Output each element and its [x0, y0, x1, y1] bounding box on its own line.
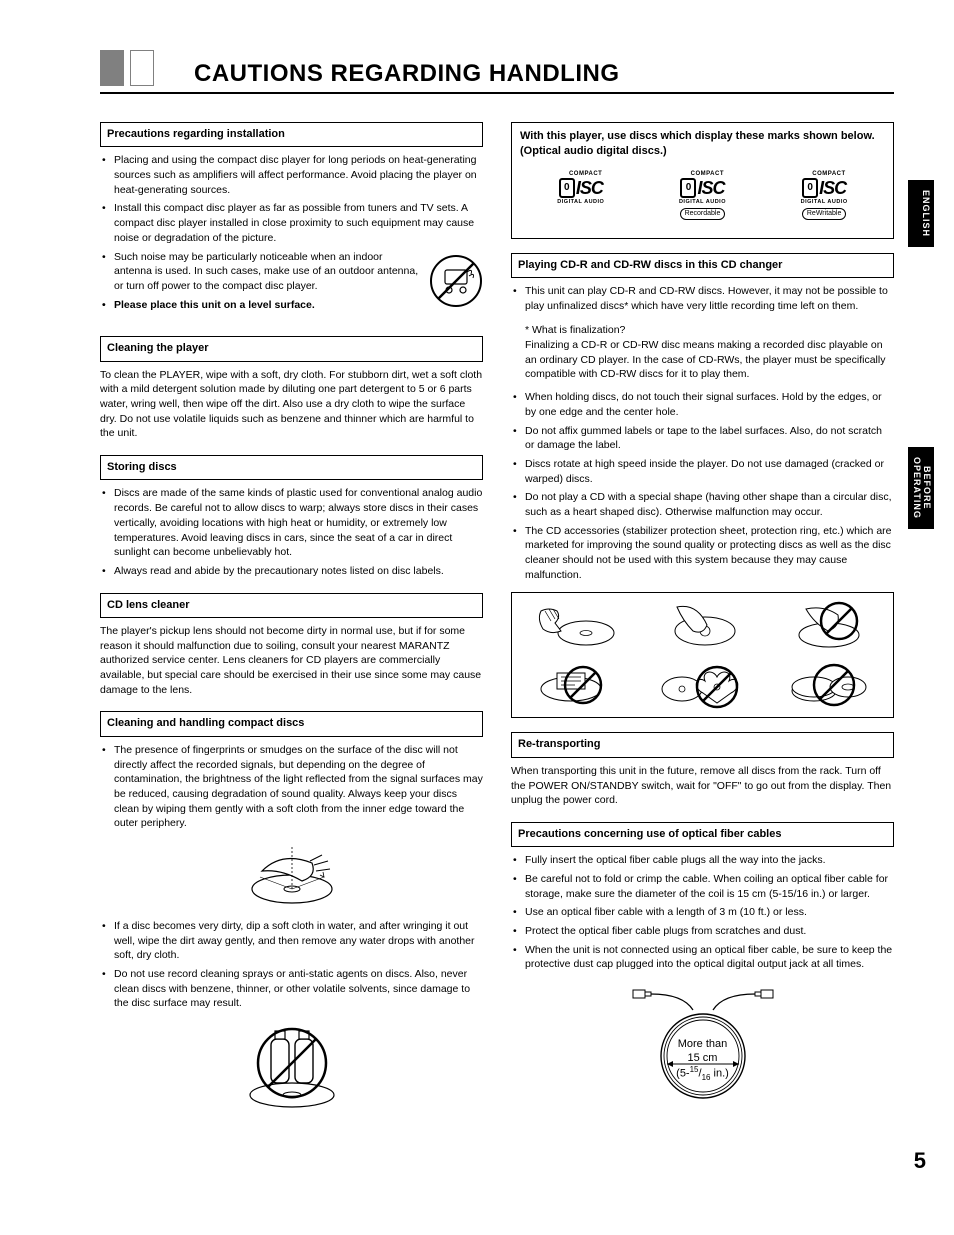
list-item: Do not play a CD with a special shape (h…: [511, 490, 894, 519]
hold-center-icon: [657, 601, 747, 651]
list-text: Such noise may be particularly noticeabl…: [114, 251, 418, 292]
section-head: Cleaning the player: [100, 336, 483, 361]
list: Fully insert the optical fiber cable plu…: [511, 853, 894, 972]
note-body: Finalizing a CD-R or CD-RW disc means ma…: [525, 338, 894, 382]
section-head: Precautions regarding installation: [100, 122, 483, 147]
section-head: CD lens cleaner: [100, 593, 483, 618]
list-item: Always read and abide by the precautiona…: [100, 564, 483, 579]
paragraph: To clean the PLAYER, wipe with a soft, d…: [100, 368, 483, 441]
side-tabs: ENGLISH BEFORE OPERATING: [908, 180, 934, 529]
list-item: Do not affix gummed labels or tape to th…: [511, 424, 894, 453]
list-item: The presence of fingerprints or smudges …: [100, 743, 483, 831]
list: Discs are made of the same kinds of plas…: [100, 486, 483, 578]
section-head: Re-transporting: [511, 732, 894, 757]
coil-label: More than 15 cm (5-15/16 in.): [511, 1037, 894, 1084]
section-head: Precautions concerning use of optical fi…: [511, 822, 894, 847]
hold-edge-icon: [531, 601, 621, 651]
no-spray-icon: [237, 1021, 347, 1111]
list-item: Such noise may be particularly noticeabl…: [100, 250, 483, 294]
list-item: Discs are made of the same kinds of plas…: [100, 486, 483, 559]
no-touch-surface-icon: [784, 601, 874, 651]
list-item: Discs rotate at high speed inside the pl…: [511, 457, 894, 486]
section-head: Storing discs: [100, 455, 483, 480]
list-item: If a disc becomes very dirty, dip a soft…: [100, 919, 483, 963]
intro-box: With this player, use discs which displa…: [511, 122, 894, 239]
list-item: When the unit is not connected using an …: [511, 943, 894, 972]
list-item: Use an optical fiber cable with a length…: [511, 905, 894, 920]
wipe-disc-icon: [232, 841, 352, 911]
list: When holding discs, do not touch their s…: [511, 390, 894, 582]
note-head: * What is finalization?: [525, 323, 894, 338]
list: Placing and using the compact disc playe…: [100, 153, 483, 312]
no-accessory-icon: [784, 659, 874, 709]
page-title: CAUTIONS REGARDING HANDLING: [194, 60, 894, 88]
disc-handling-diagram: [511, 592, 894, 718]
paragraph: The player's pickup lens should not beco…: [100, 624, 483, 697]
no-label-icon: [531, 659, 621, 709]
page-number: 5: [914, 1148, 926, 1174]
disc-logo-recordable: COMPACT 0ISC DIGITAL AUDIO Recordable: [679, 170, 726, 220]
tab-english: ENGLISH: [908, 180, 934, 247]
list: This unit can play CD-R and CD-RW discs.…: [511, 284, 894, 313]
list-item: Do not use record cleaning sprays or ant…: [100, 967, 483, 1011]
header-ornament: [100, 50, 124, 86]
disc-logo: COMPACT 0ISC DIGITAL AUDIO: [557, 170, 604, 220]
list-item: Fully insert the optical fiber cable plu…: [511, 853, 894, 868]
tab-before-operating: BEFORE OPERATING: [908, 447, 934, 529]
list: If a disc becomes very dirty, dip a soft…: [100, 919, 483, 1011]
list-item: Placing and using the compact disc playe…: [100, 153, 483, 197]
disc-logo-rewritable: COMPACT 0ISC DIGITAL AUDIO ReWritable: [801, 170, 848, 220]
section-head: Cleaning and handling compact discs: [100, 711, 483, 736]
list-item-bold: Please place this unit on a level surfac…: [100, 298, 483, 313]
paragraph: When transporting this unit in the futur…: [511, 764, 894, 808]
right-column: With this player, use discs which displa…: [511, 122, 894, 1156]
list-item: Install this compact disc player as far …: [100, 201, 483, 245]
left-column: Precautions regarding installation Placi…: [100, 122, 483, 1156]
cable-coil-diagram: More than 15 cm (5-15/16 in.): [511, 984, 894, 1156]
list-item: This unit can play CD-R and CD-RW discs.…: [511, 284, 894, 313]
no-heart-disc-icon: [657, 659, 747, 709]
finalization-note: * What is finalization? Finalizing a CD-…: [511, 323, 894, 382]
list-item: Protect the optical fiber cable plugs fr…: [511, 924, 894, 939]
list-item: Be careful not to fold or crimp the cabl…: [511, 872, 894, 901]
list: The presence of fingerprints or smudges …: [100, 743, 483, 831]
page-header: CAUTIONS REGARDING HANDLING: [100, 50, 894, 94]
list-item: When holding discs, do not touch their s…: [511, 390, 894, 419]
intro-text: With this player, use discs which displa…: [520, 130, 875, 157]
header-ornament: [130, 50, 154, 86]
list-item: The CD accessories (stabilizer protectio…: [511, 524, 894, 583]
section-head: Playing CD-R and CD-RW discs in this CD …: [511, 253, 894, 278]
